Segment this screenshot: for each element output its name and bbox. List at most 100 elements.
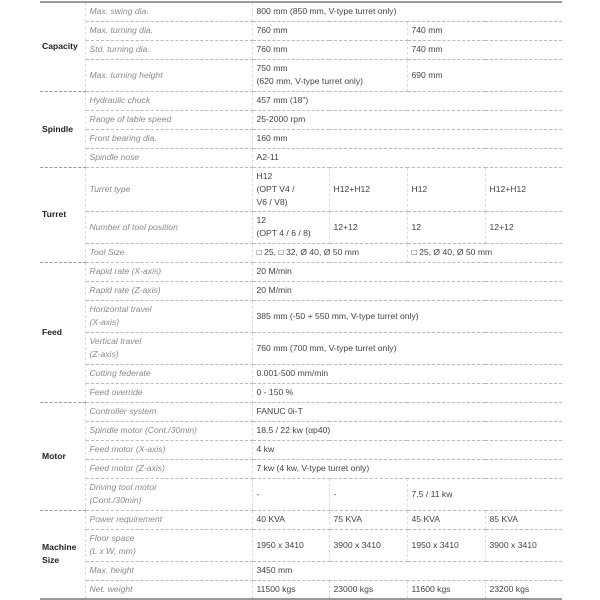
- table-row: Max. turning height 750 mm (620 mm, V-type…: [40, 58, 562, 92]
- spec-label: Tool Size: [84, 242, 253, 263]
- spec-value: 11500 kgs: [251, 579, 330, 600]
- table-row: Max. height 3450 mm: [40, 560, 562, 581]
- spec-value: 800 mm (850 mm, V-type turret only): [251, 1, 562, 22]
- spec-value: 75 KVA: [328, 509, 408, 530]
- table-row: Machine Size Power requirement 40 KVA 75 KVA…: [40, 509, 562, 600]
- section-category: Capacity: [40, 1, 86, 92]
- table-row: Rapid rate (Z-axis) 20 M/min: [40, 280, 562, 301]
- section-category: Motor: [40, 401, 86, 511]
- table-row: Net. weight 11500 kgs 23000 kgs 11600 kgs 23…: [40, 579, 562, 600]
- spec-value: -: [328, 477, 408, 511]
- spec-value: 160 mm: [251, 128, 562, 149]
- table-row: Max. turning dia. 760 mm 740 mm: [40, 20, 562, 41]
- spec-value: 11600 kgs: [406, 579, 486, 600]
- spec-value: H12+H12: [328, 166, 408, 212]
- spec-label: Net. weight: [84, 579, 253, 600]
- spec-label: Rapid rate (Z-axis): [84, 280, 253, 301]
- table-row: Spindle nose A2-11: [40, 147, 562, 168]
- table-row: Driving tool motor (Cont./30min) - -7.5 / 1…: [40, 477, 562, 511]
- spec-value: 4 kw: [251, 439, 562, 460]
- spec-value: 12+12: [328, 210, 408, 244]
- spec-value: 1950 x 3410: [406, 528, 486, 562]
- spec-value: 3450 mm: [251, 560, 562, 581]
- spec-label: Horizontal travel (X-axis): [84, 299, 253, 333]
- spec-value: -: [251, 477, 330, 511]
- spec-value: 0 - 150 %: [251, 382, 562, 403]
- spec-label: Floor space (L x W, mm): [84, 528, 253, 562]
- spec-value: □ 25, Ø 40, Ø 50 mm: [406, 242, 562, 263]
- table-row: Floor space (L x W, mm) 1950 x 3410 3900 x …: [40, 528, 562, 562]
- spec-value: 385 mm (-50 + 550 mm, V-type turret only…: [251, 299, 562, 333]
- section-category: Machine Size: [40, 509, 86, 600]
- table-row: Motor Controller system FANUC 0i-T: [40, 401, 562, 511]
- spec-value: 20 M/min: [251, 261, 562, 282]
- spec-value: 3900 x 3410: [328, 528, 408, 562]
- spec-value: 740 mm: [406, 20, 562, 41]
- spec-value: 18.5 / 22 kw (αp40): [251, 420, 562, 441]
- table-row: Vertical travel (Z-axis) 760 mm (700 mm, V…: [40, 331, 562, 365]
- spec-label: Rapid rate (X-axis): [84, 261, 253, 282]
- spec-label: Turret type: [84, 166, 253, 212]
- spec-value: 25-2000 rpm: [251, 109, 562, 130]
- spec-label: Spindle nose: [84, 147, 253, 168]
- spec-value: H12: [406, 166, 486, 212]
- spec-label: Feed motor (X-axis): [84, 439, 253, 460]
- spec-value: 7.5 / 11 kw: [406, 477, 562, 511]
- table-row: Cutting federate 0.001-500 mm/min: [40, 363, 562, 384]
- spec-label: Number of tool position: [84, 210, 253, 244]
- spec-label: Range of table speed: [84, 109, 253, 130]
- table-row: Turret Turret type H12 (OPT V4 /V6 / V8) H12…: [40, 166, 562, 263]
- table-row: Spindle motor (Cont./30min) 18.5 / 22 kw …: [40, 420, 562, 441]
- spec-value: 760 mm: [251, 20, 408, 41]
- spec-value: 3900 x 3410: [484, 528, 562, 562]
- table-row: Feed Rapid rate (X-axis) 20 M/min: [40, 261, 562, 403]
- table-row: Number of tool position 12 (OPT 4 / 6 / 8)…: [40, 210, 562, 244]
- spec-label: Std. turning dia.: [84, 39, 253, 60]
- spec-value: 7 kw (4 kw, V-type turret only): [251, 458, 562, 479]
- spec-label: Max. swing dia.: [84, 1, 253, 22]
- spec-value: 20 M/min: [251, 280, 562, 301]
- spec-label: Front bearing dia.: [84, 128, 253, 149]
- spec-value: 750 mm (620 mm, V-type turret only): [251, 58, 408, 92]
- spec-value: 23200 kgs: [484, 579, 562, 600]
- table-row: Std. turning dia. 760 mm 740 mm: [40, 39, 562, 60]
- spec-value: 12+12: [484, 210, 562, 244]
- spec-value: A2-11: [251, 147, 562, 168]
- spec-value: 740 mm: [406, 39, 562, 60]
- spec-label: Spindle motor (Cont./30min): [84, 420, 253, 441]
- table-row: Tool Size □ 25, □ 32, Ø 40, Ø 50 mm □ 25, …: [40, 242, 562, 263]
- section-category: Turret: [40, 166, 86, 263]
- spec-label: Vertical travel (Z-axis): [84, 331, 253, 365]
- spec-value: H12 (OPT V4 /V6 / V8): [251, 166, 330, 212]
- table-row: Feed motor (X-axis) 4 kw: [40, 439, 562, 460]
- table-row: Feed motor (Z-axis) 7 kw (4 kw, V-type tu…: [40, 458, 562, 479]
- spec-label: Hydraulic chuck: [84, 90, 253, 111]
- spec-value: □ 25, □ 32, Ø 40, Ø 50 mm: [251, 242, 408, 263]
- spec-value: 12: [406, 210, 486, 244]
- table-row: Front bearing dia. 160 mm: [40, 128, 562, 149]
- spec-label: Max. turning dia.: [84, 20, 253, 41]
- spec-label: Max. height: [84, 560, 253, 581]
- spec-label: Feed override: [84, 382, 253, 403]
- spec-value: 12 (OPT 4 / 6 / 8): [251, 210, 330, 244]
- spec-value: 40 KVA: [251, 509, 330, 530]
- spec-value: 23000 kgs: [328, 579, 408, 600]
- spec-label: Feed motor (Z-axis): [84, 458, 253, 479]
- spec-value: 85 KVA: [484, 509, 562, 530]
- spec-label: Max. turning height: [84, 58, 253, 92]
- spec-value: 45 KVA: [406, 509, 486, 530]
- spec-label: Cutting federate: [84, 363, 253, 384]
- section-category: Feed: [40, 261, 86, 403]
- section-category: Spindle: [40, 90, 86, 168]
- table-row: Capacity Max. swing dia. 800 mm (850 mm, V…: [40, 1, 562, 92]
- table-row: Spindle Hydraulic chuck 457 mm (18"): [40, 90, 562, 168]
- spec-value: 760 mm (700 mm, V-type turret only): [251, 331, 562, 365]
- spec-table: Capacity Max. swing dia. 800 mm (850 mm, V…: [40, 1, 562, 600]
- spec-label: Controller system: [84, 401, 253, 422]
- spec-value: 690 mm: [406, 58, 562, 92]
- spec-value: 1950 x 3410: [251, 528, 330, 562]
- table-row: Horizontal travel (X-axis) 385 mm (-50 + 5…: [40, 299, 562, 333]
- table-row: Range of table speed 25-2000 rpm: [40, 109, 562, 130]
- spec-value: FANUC 0i-T: [251, 401, 562, 422]
- spec-label: Driving tool motor (Cont./30min): [84, 477, 253, 511]
